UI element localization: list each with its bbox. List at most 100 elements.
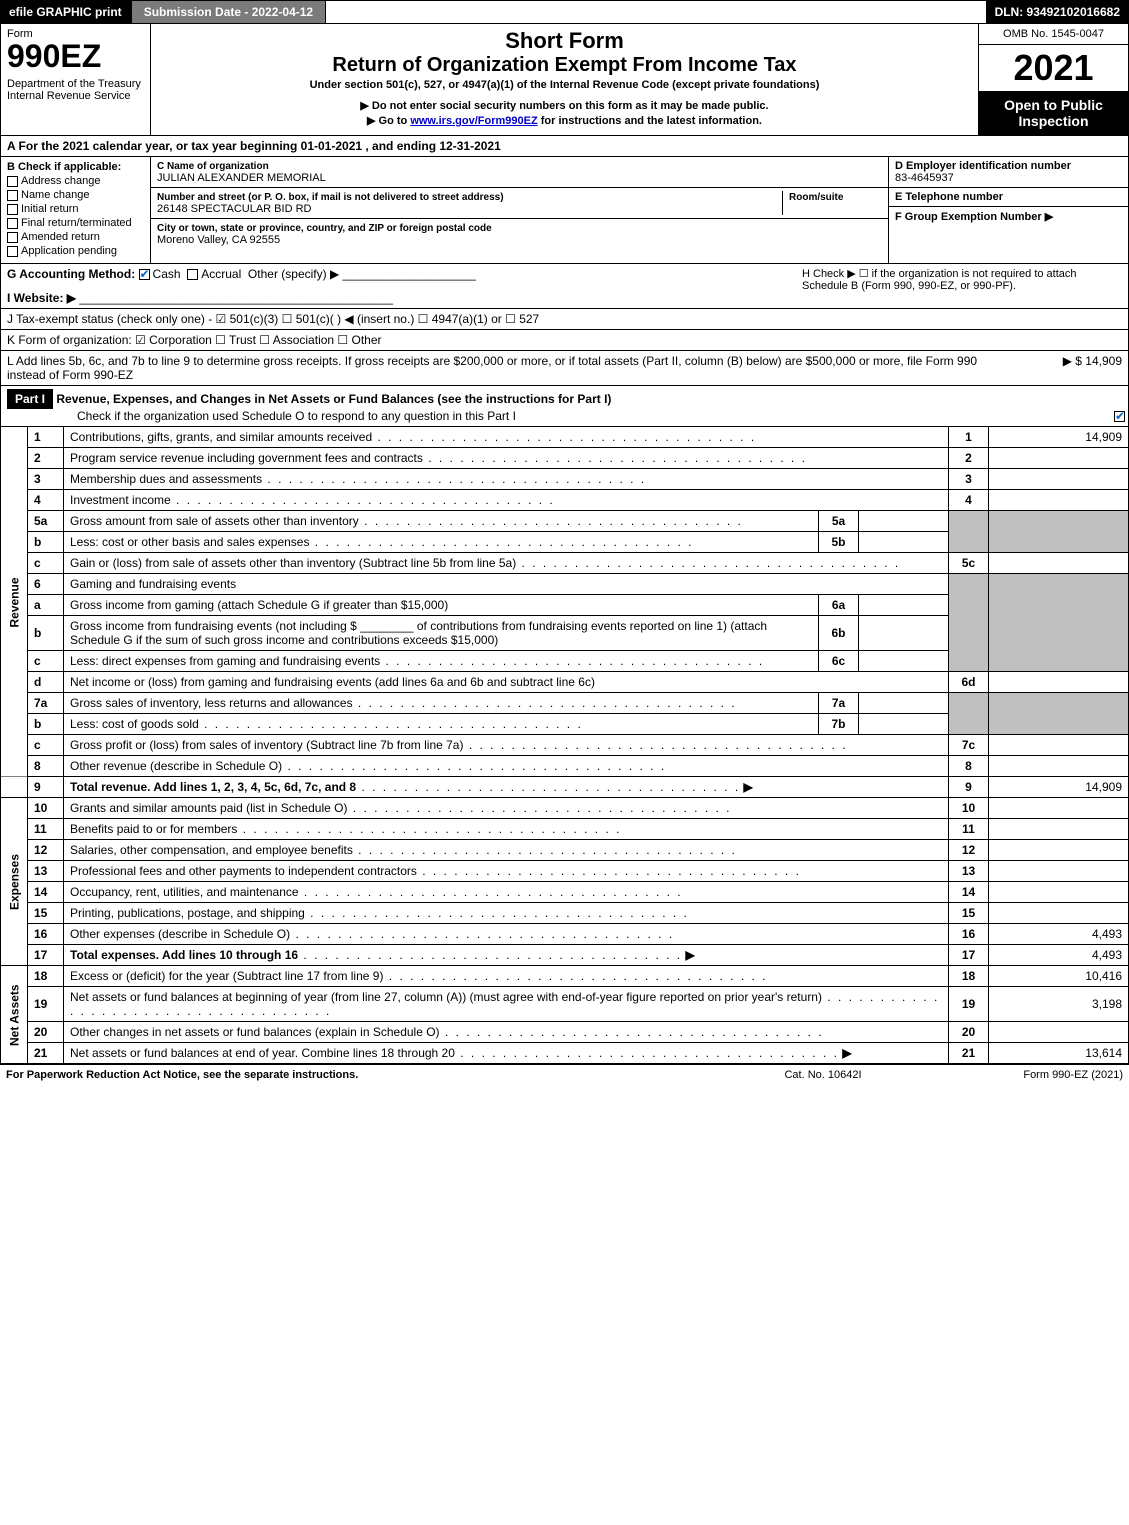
dln-label: DLN: 93492102016682 [986, 0, 1129, 24]
org-name-label: C Name of organization [157, 161, 269, 172]
chk-initial-return[interactable]: Initial return [7, 203, 144, 215]
instructions-link[interactable]: www.irs.gov/Form990EZ [410, 115, 537, 127]
line-3-desc: Membership dues and assessments [70, 472, 262, 486]
line-6d-num: d [28, 672, 64, 693]
section-j: J Tax-exempt status (check only one) - ☑… [0, 309, 1129, 330]
line-17-desc: Total expenses. Add lines 10 through 16 [70, 948, 298, 962]
info-block: B Check if applicable: Address change Na… [0, 157, 1129, 264]
line-7c-num: c [28, 735, 64, 756]
line-3-rnum: 3 [949, 469, 989, 490]
tel-label: E Telephone number [895, 191, 1003, 203]
line-19-rnum: 19 [949, 987, 989, 1022]
form-header: Form 990EZ Department of the Treasury In… [0, 24, 1129, 136]
tax-exempt-status: J Tax-exempt status (check only one) - ☑… [7, 312, 539, 326]
line-13-rnum: 13 [949, 861, 989, 882]
topbar-spacer [326, 0, 985, 24]
line-17-num: 17 [28, 945, 64, 966]
section-a: A For the 2021 calendar year, or tax yea… [0, 136, 1129, 157]
header-right: OMB No. 1545-0047 2021 Open to Public In… [978, 24, 1128, 135]
line-9-rnum: 9 [949, 777, 989, 798]
section-l-text: L Add lines 5b, 6c, and 7b to line 9 to … [7, 354, 1002, 382]
line-4-desc: Investment income [70, 493, 171, 507]
subtitle-2: ▶ Do not enter social security numbers o… [155, 99, 974, 112]
line-7c-rnum: 7c [949, 735, 989, 756]
line-11-desc: Benefits paid to or for members [70, 822, 237, 836]
submission-date-label: Submission Date - 2022-04-12 [131, 0, 326, 24]
part1-label: Part I [7, 389, 53, 409]
part1-schedule-o-checkbox[interactable] [1114, 411, 1125, 422]
line-5a-midnum: 5a [819, 511, 859, 532]
line-20-val [989, 1022, 1129, 1043]
addr-label: Number and street (or P. O. box, if mail… [157, 192, 504, 203]
section-l: L Add lines 5b, 6c, and 7b to line 9 to … [0, 351, 1129, 386]
footer-right: Form 990-EZ (2021) [923, 1069, 1123, 1081]
line-5c-val [989, 553, 1129, 574]
line-7b-num: b [28, 714, 64, 735]
line-2-rnum: 2 [949, 448, 989, 469]
city-label: City or town, state or province, country… [157, 223, 492, 234]
line-18-val: 10,416 [989, 966, 1129, 987]
line-10-desc: Grants and similar amounts paid (list in… [70, 801, 347, 815]
line-7c-desc: Gross profit or (loss) from sales of inv… [70, 738, 463, 752]
line-20-desc: Other changes in net assets or fund bala… [70, 1025, 440, 1039]
line-10-val [989, 798, 1129, 819]
line-5b-midnum: 5b [819, 532, 859, 553]
line-19-desc: Net assets or fund balances at beginning… [70, 990, 822, 1004]
line-5a-midval [859, 511, 949, 532]
chk-cash[interactable] [139, 269, 150, 280]
line-18-num: 18 [28, 966, 64, 987]
line-12-val [989, 840, 1129, 861]
form-number: 990EZ [7, 40, 144, 72]
line-11-rnum: 11 [949, 819, 989, 840]
line-6a-midval [859, 595, 949, 616]
line-9-val: 14,909 [989, 777, 1129, 798]
line-6b-desc1: Gross income from fundraising events (no… [70, 619, 357, 633]
line-9-num: 9 [28, 777, 64, 798]
line-6abc-shade [949, 574, 989, 672]
chk-application-pending[interactable]: Application pending [7, 245, 144, 257]
line-19-num: 19 [28, 987, 64, 1022]
short-form-title: Short Form [155, 28, 974, 54]
line-2-val [989, 448, 1129, 469]
omb-number: OMB No. 1545-0047 [979, 24, 1128, 45]
chk-amended-return[interactable]: Amended return [7, 231, 144, 243]
footer-center: Cat. No. 10642I [723, 1069, 923, 1081]
line-21-arrow: ▶ [842, 1046, 851, 1060]
efile-print-label[interactable]: efile GRAPHIC print [0, 0, 131, 24]
chk-name-change[interactable]: Name change [7, 189, 144, 201]
line-21-num: 21 [28, 1043, 64, 1064]
line-7c-val [989, 735, 1129, 756]
line-1-val: 14,909 [989, 427, 1129, 448]
line-4-val [989, 490, 1129, 511]
line-6b-midval [859, 616, 949, 651]
sidelabel-expenses: Expenses [1, 798, 28, 966]
line-15-num: 15 [28, 903, 64, 924]
subtitle-3: ▶ Go to www.irs.gov/Form990EZ for instru… [155, 114, 974, 127]
section-c: C Name of organization JULIAN ALEXANDER … [151, 157, 888, 263]
line-16-num: 16 [28, 924, 64, 945]
line-8-num: 8 [28, 756, 64, 777]
line-13-val [989, 861, 1129, 882]
line-12-desc: Salaries, other compensation, and employ… [70, 843, 353, 857]
chk-final-return[interactable]: Final return/terminated [7, 217, 144, 229]
subtitle-1: Under section 501(c), 527, or 4947(a)(1)… [155, 79, 974, 91]
line-6d-val [989, 672, 1129, 693]
line-6b-num: b [28, 616, 64, 651]
line-7ab-shade [949, 693, 989, 735]
line-11-num: 11 [28, 819, 64, 840]
chk-address-change[interactable]: Address change [7, 175, 144, 187]
line-10-rnum: 10 [949, 798, 989, 819]
line-10-num: 10 [28, 798, 64, 819]
line-14-desc: Occupancy, rent, utilities, and maintena… [70, 885, 299, 899]
line-7a-num: 7a [28, 693, 64, 714]
org-address: 26148 SPECTACULAR BID RD [157, 203, 311, 215]
line-15-val [989, 903, 1129, 924]
line-21-desc: Net assets or fund balances at end of ye… [70, 1046, 455, 1060]
line-15-desc: Printing, publications, postage, and shi… [70, 906, 305, 920]
line-16-val: 4,493 [989, 924, 1129, 945]
section-a-text: A For the 2021 calendar year, or tax yea… [7, 139, 501, 153]
line-18-desc: Excess or (deficit) for the year (Subtra… [70, 969, 383, 983]
chk-accrual[interactable] [187, 269, 198, 280]
line-11-val [989, 819, 1129, 840]
part1-header-row: Part I Revenue, Expenses, and Changes in… [0, 386, 1129, 427]
